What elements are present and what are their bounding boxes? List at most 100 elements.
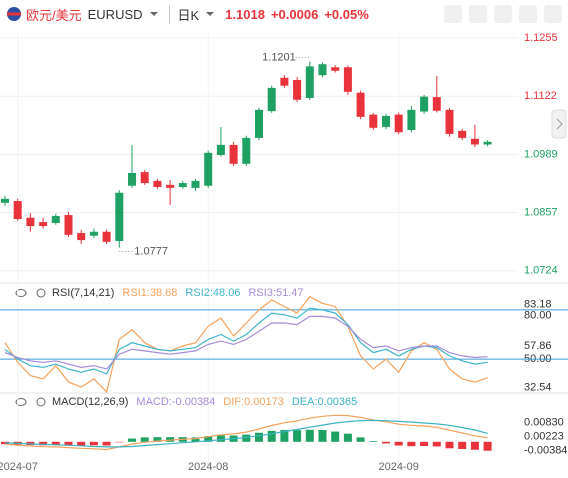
candle-body — [77, 233, 86, 241]
histogram-bar — [166, 437, 175, 442]
y-tick-label: 80.00 — [524, 310, 552, 322]
histogram-bar — [293, 430, 302, 442]
high-label: 1.1201 — [262, 51, 296, 63]
histogram-bar — [318, 429, 327, 442]
histogram-bar — [420, 441, 429, 446]
y-tick-label: 1.0989 — [524, 148, 558, 160]
candle-body — [242, 137, 251, 164]
indicator-line — [4, 419, 488, 448]
histogram-bar — [51, 441, 60, 446]
legend-entry: MACD:-0.00384 — [136, 396, 215, 408]
candle-body — [89, 231, 98, 236]
legend-entry: RSI2:48.06 — [185, 287, 240, 299]
x-tick-label: 2024-07 — [0, 461, 38, 473]
candle-body — [178, 183, 187, 188]
candle-body — [280, 77, 289, 86]
candle-body — [420, 96, 429, 112]
histogram-bar — [77, 441, 86, 446]
side-toggle-icon — [556, 118, 563, 130]
dropdown-icon[interactable] — [205, 9, 215, 19]
dropdown-icon[interactable] — [149, 9, 159, 19]
tool-button[interactable] — [494, 5, 512, 23]
histogram-bar — [343, 433, 352, 442]
candle-body — [64, 215, 73, 235]
histogram-bar — [115, 441, 124, 443]
eye-icon[interactable] — [15, 289, 27, 297]
histogram-bar — [483, 441, 492, 451]
legend-entry: RSI3:51.47 — [248, 287, 303, 299]
candle-body — [229, 144, 238, 164]
histogram-bar — [369, 441, 378, 442]
price: 1.1018 — [225, 6, 265, 22]
candle-body — [343, 67, 352, 92]
histogram-bar — [445, 441, 454, 449]
toolbar: 欧元/美元 EURUSD 日K 1.1018 +0.0006 +0.05% — [0, 0, 568, 28]
histogram-bar — [305, 429, 314, 442]
candle-body — [191, 180, 200, 188]
candle-body — [293, 80, 302, 100]
histogram-bar — [102, 441, 111, 446]
candle-body — [382, 115, 390, 127]
side-toggle[interactable] — [551, 109, 567, 139]
candle-body — [166, 184, 175, 188]
histogram-bar — [394, 441, 403, 446]
legend-entry: RSI1:38.68 — [122, 287, 177, 299]
y-tick-label: 1.1122 — [524, 90, 557, 102]
histogram-bar — [331, 431, 340, 442]
symbol: EURUSD — [87, 6, 143, 22]
change: +0.0006 — [270, 6, 319, 22]
candle-body — [26, 217, 35, 227]
tool-button[interactable] — [444, 5, 462, 23]
candle-body — [51, 215, 60, 223]
candle-body — [458, 130, 467, 138]
tool-button[interactable] — [544, 5, 562, 23]
period[interactable]: 日K — [168, 4, 199, 24]
candle-body — [356, 92, 365, 117]
candle-body — [140, 172, 149, 184]
histogram-bar — [432, 441, 441, 447]
candle-body — [39, 222, 48, 227]
candle-body — [483, 141, 492, 145]
candle-body — [445, 109, 454, 134]
instrument-name[interactable]: 欧元/美元 — [26, 7, 82, 23]
indicator-title: RSI(7,14,21) — [52, 287, 114, 299]
y-tick-label: 0.00830 — [524, 416, 564, 428]
indicator-line — [4, 295, 488, 394]
histogram-bar — [39, 441, 48, 446]
histogram-bar — [255, 432, 263, 442]
y-tick-label: 83.18 — [524, 299, 552, 311]
candle-body — [13, 201, 22, 220]
candle-body — [102, 231, 111, 242]
y-tick-label: 0.00223 — [524, 431, 564, 443]
histogram-bar — [458, 441, 467, 450]
candle-body — [1, 198, 9, 203]
low-label: 1.0777 — [134, 245, 168, 257]
gear-icon[interactable] — [36, 397, 46, 407]
candle-body — [394, 114, 403, 133]
tool-button[interactable] — [469, 5, 487, 23]
eye-icon[interactable] — [15, 398, 27, 406]
histogram-bar — [216, 435, 225, 442]
candle-body — [216, 144, 225, 155]
gear-icon[interactable] — [36, 288, 46, 298]
candle-body — [305, 66, 314, 98]
indicator-title: MACD(12,26,9) — [52, 396, 128, 408]
histogram-bar — [407, 441, 416, 447]
histogram-bar — [356, 437, 365, 442]
histogram-bar — [153, 437, 162, 442]
candle-body — [204, 152, 213, 186]
histogram-bar — [128, 438, 136, 442]
histogram-bar — [470, 441, 479, 450]
indicator-line — [4, 315, 488, 370]
histogram-bar — [1, 441, 9, 445]
legend-entry: DIF:0.00173 — [223, 396, 284, 408]
histogram-bar — [267, 430, 276, 442]
candle-body — [407, 109, 416, 130]
candle-body — [432, 97, 441, 111]
candle-body — [128, 172, 136, 186]
y-tick-label: 1.0724 — [524, 265, 558, 277]
flag-icon — [7, 7, 21, 21]
tool-button[interactable] — [519, 5, 537, 23]
